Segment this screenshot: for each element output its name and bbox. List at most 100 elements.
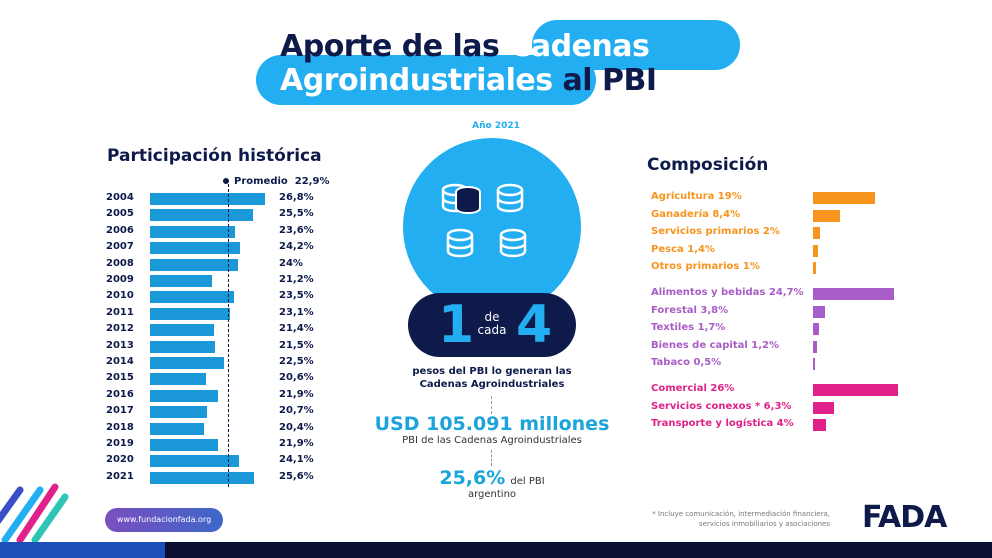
value-label: 23,6% [279,224,314,236]
year-label: 2008 [106,257,134,269]
bar [813,323,819,335]
pbi-share: 25,6% del PBI [439,467,545,489]
usd-caption: PBI de las Cadenas Agroindustriales [402,435,582,446]
year-label: 2009 [106,274,134,285]
bar [150,307,230,320]
value-label: 21,9% [279,438,314,449]
value-label: 21,4% [279,323,314,335]
category-label: Servicios primarios 2% [651,226,780,237]
center-circle [403,138,581,316]
year-label: 2005 [106,208,134,220]
bar [813,244,818,257]
title-highlight-bottom [256,55,596,105]
bottom-band-accent [0,542,165,558]
year-label: 2014 [106,356,134,367]
year-label: 2021 [106,470,134,482]
category-label: Transporte y logística 4% [651,418,794,429]
value-label: 20,4% [279,421,314,433]
value-label: 22,5% [279,356,314,367]
category-label: Alimentos y bebidas 24,7% [651,287,804,298]
bar [813,209,841,222]
historic-chart-title: Participación histórica [107,146,322,166]
year-label: 2018 [106,421,134,433]
category-label: Tabaco 0,5% [651,357,722,368]
bar [150,242,241,255]
bar [150,225,235,238]
year-label: 2016 [106,388,134,400]
year-label: 2012 [106,323,134,335]
category-label: Otros primarios 1% [651,261,760,272]
category-label: Ganadería 8,4% [651,208,741,220]
dashed-divider [491,450,492,466]
bar [150,193,265,205]
year-label: 2015 [106,372,134,384]
value-label: 24,2% [279,241,314,253]
bar [813,419,827,431]
bar [813,384,899,396]
value-label: 23,5% [279,290,314,302]
website-link[interactable]: www.fundacionfada.org [105,508,223,532]
one-in-four-badge: 1 de cada 4 [408,293,576,357]
value-label: 21,5% [279,339,314,351]
bar [813,262,817,274]
value-label: 24,1% [279,454,314,466]
bar [813,227,820,239]
bottom-band [0,542,992,558]
category-label: Bienes de capital 1,2% [651,339,780,351]
bar [150,324,214,337]
category-label: Servicios conexos * 6,3% [651,400,792,412]
value-label: 20,7% [279,405,314,417]
year-label: 2004 [106,192,134,203]
subtitle: Año 2021 [472,121,520,131]
page-title: Aporte de las Cadenas Agroindustriales a… [280,29,657,98]
bar [150,357,225,369]
category-label: Textiles 1,7% [651,322,726,333]
composition-chart-title: Composición [647,155,769,175]
dashed-divider [491,396,492,414]
value-label: 25,5% [279,208,314,220]
usd-value: USD 105.091 millones [374,413,610,435]
one-in-four-caption: pesos del PBI lo generan las Cadenas Agro… [412,366,572,390]
bar [150,258,239,271]
year-label: 2006 [106,224,134,236]
value-label: 25,6% [279,470,314,482]
bar [150,471,254,484]
bar [150,373,207,386]
value-label: 20,6% [279,372,314,384]
category-label: Forestal 3,8% [651,304,729,316]
bar [150,439,219,451]
bar [813,192,876,204]
year-label: 2011 [106,306,134,318]
year-label: 2010 [106,290,134,302]
value-label: 21,9% [279,388,314,400]
bar [150,340,215,353]
bar [813,288,894,300]
average-line [227,184,229,487]
category-label: Comercial 26% [651,383,735,394]
year-label: 2013 [106,339,134,351]
fada-logo: FADA [862,500,947,535]
bar [150,209,253,222]
bar [150,291,234,304]
value-label: 23,1% [279,306,314,318]
bar [813,305,826,318]
year-label: 2017 [106,405,134,417]
bar [150,406,207,419]
footnote: * Incluye comunicación, intermediación f… [652,510,830,528]
bar [150,275,212,287]
average-marker-dot [223,178,229,184]
category-label: Pesca 1,4% [651,243,715,255]
category-label: Agricultura 19% [651,191,742,202]
year-label: 2007 [106,241,134,253]
bar [813,340,817,353]
value-label: 26,8% [279,192,314,203]
year-label: 2019 [106,438,134,449]
bar [150,422,205,435]
decorative-stripes [0,483,69,544]
year-label: 2020 [106,454,134,466]
bar [813,358,815,370]
pbi-share-caption: argentino [467,489,517,500]
bar [150,455,240,468]
bar [150,389,219,402]
value-label: 24% [279,257,303,269]
